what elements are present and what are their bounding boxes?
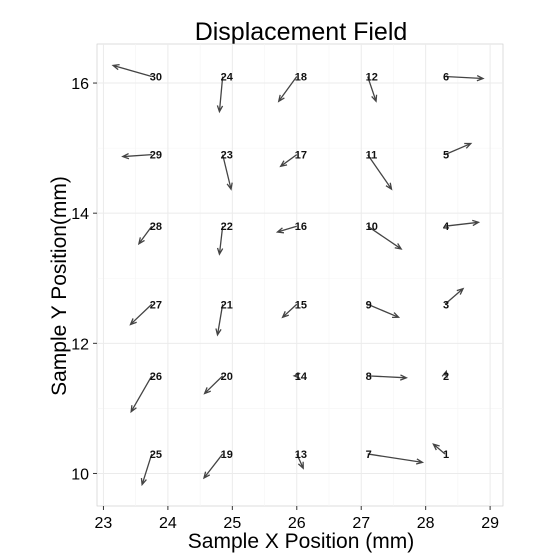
point-label-9: 9 [366,299,372,311]
x-axis-ticks: 23 24 25 26 27 28 29 [95,506,499,532]
displacement-arrow-13 [296,453,304,470]
x-tick-label: 26 [288,515,306,532]
point-label-8: 8 [366,371,372,383]
point-label-6: 6 [443,72,449,84]
point-label-22: 22 [221,221,233,233]
displacement-arrow-17 [279,154,298,168]
point-label-24: 24 [221,72,234,84]
displacement-arrow-5 [444,142,473,156]
displacement-arrow-29 [121,152,152,160]
x-tick-label: 29 [481,515,499,532]
point-label-29: 29 [150,150,162,162]
chart-title: Displacement Field [195,18,408,46]
displacement-arrow-14 [292,372,301,380]
displacement-arrow-12 [367,76,378,103]
displacement-arrow-27 [129,303,153,326]
point-label-4: 4 [443,221,450,233]
displacement-arrow-3 [444,287,465,305]
point-label-11: 11 [366,150,378,162]
displacement-arrow-11 [367,154,393,191]
point-label-26: 26 [150,371,162,383]
point-label-25: 25 [150,449,162,461]
x-tick-label: 25 [223,515,241,532]
displacement-arrow-2 [441,369,448,378]
x-tick-label: 27 [352,515,370,532]
displacement-arrows [111,63,485,487]
x-tick-label: 24 [159,515,177,532]
point-label-2: 2 [443,371,449,383]
y-tick-label: 10 [71,466,89,483]
displacement-arrow-26 [130,375,153,414]
point-label-27: 27 [150,299,162,311]
y-tick-label: 16 [71,76,89,93]
point-label-21: 21 [221,299,233,311]
point-label-14: 14 [295,371,308,383]
displacement-arrow-30 [111,63,152,78]
x-tick-label: 23 [95,515,113,532]
displacement-arrow-28 [137,225,153,246]
displacement-arrow-21 [215,304,224,337]
displacement-arrow-18 [277,76,298,103]
point-label-13: 13 [295,449,307,461]
point-label-30: 30 [150,72,162,84]
displacement-arrow-23 [222,154,233,191]
point-label-23: 23 [221,150,233,162]
displacement-arrow-16 [275,225,297,234]
point-labels: 1234567891011121314151617181920212223242… [150,72,450,461]
displacement-arrow-9 [367,303,401,319]
x-tick-label: 28 [417,515,435,532]
displacement-arrow-7 [367,453,425,465]
point-label-17: 17 [295,150,307,162]
point-label-1: 1 [443,449,449,461]
displacement-arrow-10 [367,225,403,250]
displacement-arrow-25 [140,453,153,487]
y-tick-label: 14 [71,206,89,223]
y-axis-ticks: 10 12 14 16 [71,76,97,483]
point-label-5: 5 [443,150,449,162]
displacement-arrow-24 [216,76,224,114]
plot-panel [96,43,504,507]
point-label-12: 12 [366,72,378,84]
y-axis-label: Sample Y Position(mm) [48,176,71,396]
point-label-19: 19 [221,449,233,461]
displacement-arrow-1 [432,443,446,455]
point-label-16: 16 [295,221,307,233]
grid [97,44,503,506]
point-label-3: 3 [443,299,449,311]
point-label-15: 15 [295,299,307,311]
displacement-arrow-19 [202,453,224,480]
displacement-arrow-22 [216,226,224,256]
x-axis-label: Sample X Position (mm) [188,530,414,553]
displacement-arrow-4 [444,219,481,227]
displacement-arrow-8 [367,374,408,381]
point-label-7: 7 [366,449,372,461]
point-label-20: 20 [221,371,233,383]
point-label-18: 18 [295,72,307,84]
point-label-28: 28 [150,221,162,233]
point-label-10: 10 [366,221,378,233]
displacement-arrow-15 [281,303,298,319]
y-tick-label: 12 [71,336,89,353]
displacement-arrow-6 [444,75,485,82]
displacement-arrow-20 [203,375,224,395]
